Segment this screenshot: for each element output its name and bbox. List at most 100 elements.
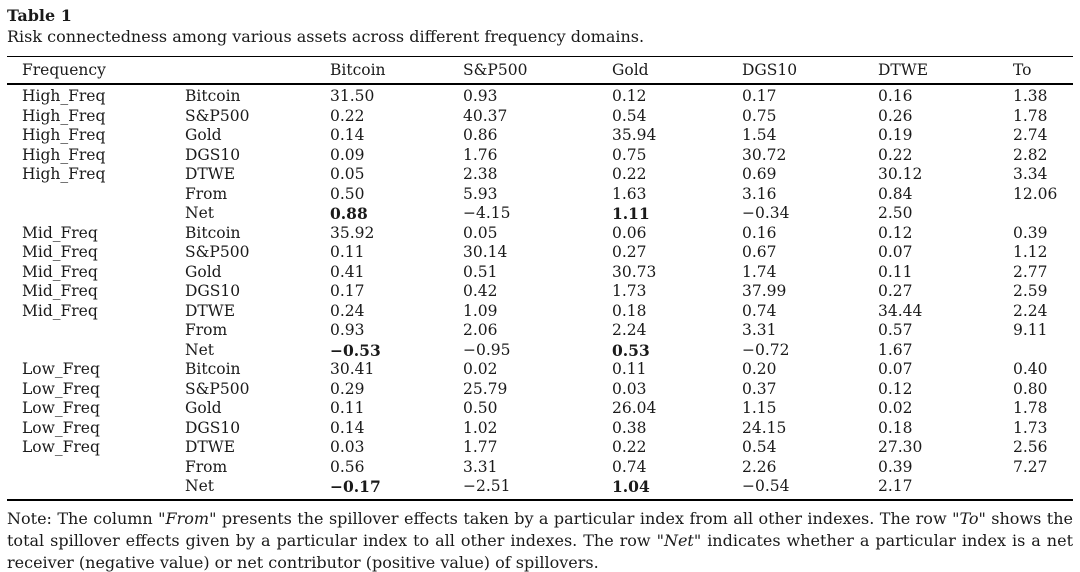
value-cell: 0.22 [330, 106, 365, 125]
value-cell: 0.40 [1013, 360, 1048, 378]
value-cell: 1.78 [1013, 399, 1048, 417]
frequency-cell [7, 204, 185, 224]
asset-label-cell: From [185, 457, 228, 476]
column-header-frequency: Frequency [22, 61, 106, 79]
value-cell: 0.07 [878, 243, 913, 261]
value-cell: −4.15 [463, 204, 511, 222]
value-cell: 35.92 [330, 223, 375, 242]
column-header-asset [185, 57, 330, 85]
value-cell: 24.15 [742, 418, 787, 437]
value-cell: 25.79 [463, 379, 508, 398]
risk-connectedness-table: Frequency Bitcoin S&P500 Gold DGS10 DTWE… [7, 56, 1073, 501]
value-cell: 30.72 [742, 145, 787, 164]
note-term-italic: To" [959, 508, 986, 528]
value-cell: 3.31 [742, 321, 777, 339]
value-cell: 26.04 [612, 399, 657, 417]
value-cell: 1.76 [463, 145, 498, 164]
frequency-cell [7, 321, 185, 341]
value-cell: 0.56 [330, 457, 365, 476]
asset-label-cell: Bitcoin [185, 360, 241, 378]
note-text-segment: Note: The column " [7, 508, 166, 528]
value-cell: 0.41 [330, 262, 365, 281]
column-header-to: To [1013, 61, 1032, 79]
asset-label-cell: DTWE [185, 438, 236, 456]
value-cell: 1.67 [878, 340, 913, 359]
frequency-cell: High_Freq [22, 106, 106, 125]
value-cell: −0.72 [742, 340, 790, 359]
value-cell: 0.75 [612, 145, 647, 164]
value-cell: 0.50 [463, 399, 498, 417]
value-cell: 0.12 [612, 87, 647, 105]
value-cell: 0.69 [742, 165, 777, 183]
value-cell: 0.37 [742, 379, 777, 398]
value-cell: 2.06 [463, 321, 498, 339]
value-cell: 1.77 [463, 438, 498, 456]
value-cell: 2.24 [1013, 301, 1048, 320]
value-cell: 2.50 [878, 204, 913, 222]
value-cell: 1.73 [1013, 418, 1048, 437]
value-cell: 30.12 [878, 165, 923, 183]
frequency-cell: High_Freq [22, 87, 106, 105]
value-cell: 31.50 [330, 87, 375, 105]
frequency-cell: Low_Freq [22, 399, 100, 417]
table-row: Low_Freq Gold 0.11 0.50 26.04 1.15 0.02 1.78 [7, 399, 1073, 419]
asset-label-cell: Gold [185, 262, 222, 281]
value-cell: 0.16 [742, 223, 777, 242]
frequency-cell: Mid_Freq [22, 301, 98, 320]
value-cell: 0.17 [330, 282, 365, 300]
frequency-cell: Mid_Freq [22, 223, 98, 242]
value-cell: 0.12 [878, 379, 913, 398]
frequency-cell: Low_Freq [22, 418, 100, 437]
table-caption: Risk connectedness among various assets … [7, 27, 645, 46]
value-cell: 0.19 [878, 126, 913, 144]
value-cell: 2.59 [1013, 282, 1048, 300]
asset-label-cell: DTWE [185, 165, 236, 183]
value-cell: 0.16 [878, 87, 913, 105]
table-row: High_Freq Gold 0.14 0.86 35.94 1.54 0.19 2.74 [7, 126, 1073, 146]
asset-label-cell: From [185, 184, 228, 203]
value-cell: 1.78 [1013, 106, 1048, 125]
value-cell [1013, 204, 1073, 224]
table-title: Table 1 [7, 6, 72, 25]
asset-label-cell: Gold [185, 126, 222, 144]
header-row: Frequency Bitcoin S&P500 Gold DGS10 DTWE… [7, 57, 1073, 85]
value-cell: 0.88 [330, 204, 368, 223]
value-cell: 0.03 [330, 438, 365, 456]
value-cell: 0.27 [878, 282, 913, 300]
frequency-cell: High_Freq [22, 165, 106, 183]
value-cell: 0.12 [878, 223, 913, 242]
value-cell: 0.27 [612, 243, 647, 261]
note-term-italic: From" [165, 508, 217, 528]
frequency-cell: High_Freq [22, 126, 106, 144]
value-cell: 0.67 [742, 243, 777, 261]
value-cell: −2.51 [463, 477, 511, 495]
frequency-cell: Mid_Freq [22, 262, 98, 281]
value-cell: 0.75 [742, 106, 777, 125]
value-cell: 5.93 [463, 184, 498, 203]
note-text-segment: shows the total spillover effects given … [7, 508, 1073, 550]
value-cell: 0.06 [612, 223, 647, 242]
asset-label-cell: S&P500 [185, 106, 250, 125]
value-cell: 0.07 [878, 360, 913, 378]
table-row: High_Freq S&P500 0.22 40.37 0.54 0.75 0.26 1.78 [7, 107, 1073, 127]
frequency-cell [7, 458, 185, 478]
frequency-cell: Low_Freq [22, 379, 100, 398]
column-header-bitcoin: Bitcoin [330, 61, 386, 79]
asset-label-cell: Net [185, 340, 214, 359]
value-cell: 0.18 [878, 418, 913, 437]
value-cell: 2.77 [1013, 262, 1048, 281]
value-cell: 0.51 [463, 262, 498, 281]
value-cell: 0.11 [612, 360, 647, 378]
value-cell: 0.22 [878, 145, 913, 164]
asset-label-cell: DGS10 [185, 418, 241, 437]
value-cell: 0.80 [1013, 379, 1048, 398]
value-cell: 27.30 [878, 438, 923, 456]
value-cell: 2.26 [742, 457, 777, 476]
value-cell: 0.02 [463, 360, 498, 378]
value-cell: 1.38 [1013, 87, 1048, 105]
value-cell: 1.04 [612, 477, 650, 496]
value-cell: 0.74 [742, 301, 777, 320]
value-cell: 0.22 [612, 165, 647, 183]
value-cell: 2.38 [463, 165, 498, 183]
value-cell: 0.38 [612, 418, 647, 437]
